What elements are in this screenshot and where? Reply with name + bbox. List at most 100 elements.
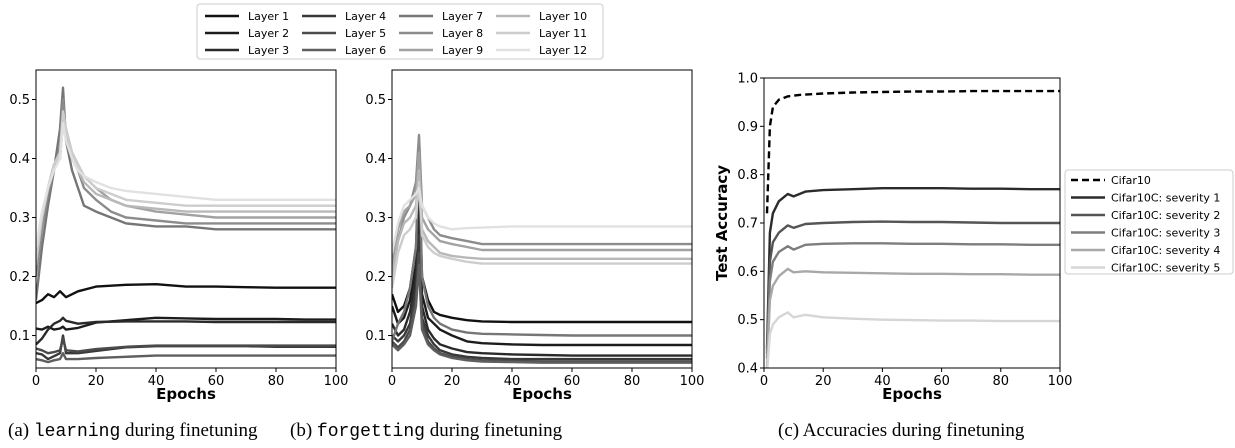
- y-tick-label: 0.3: [365, 211, 386, 226]
- legend-label: Layer 11: [539, 27, 587, 40]
- series-line-layer-6: [392, 263, 692, 364]
- y-tick-label: 0.4: [9, 152, 30, 167]
- series-line-cifar10c-severity-5: [766, 311, 1060, 368]
- legend-label: Cifar10C: severity 4: [1111, 244, 1220, 257]
- x-tick-label: 0: [388, 374, 396, 389]
- legend-frame: [1064, 169, 1234, 275]
- series-line-layer-11: [392, 180, 692, 289]
- x-tick-label: 100: [680, 374, 705, 389]
- legend-label: Layer 9: [442, 44, 483, 57]
- caption-a-text: during finetuning: [125, 420, 258, 441]
- legend-label: Cifar10C: severity 2: [1111, 209, 1220, 222]
- caption-b: (b) forgetting during finetuning: [290, 420, 562, 442]
- legend-frame: [196, 3, 604, 60]
- legend-label: Layer 12: [539, 44, 587, 57]
- x-tick-label: 80: [268, 374, 285, 389]
- series-line-layer-3: [36, 316, 336, 346]
- x-tick-label: 100: [1048, 374, 1073, 389]
- axes-frame: [391, 69, 693, 369]
- x-tick-label: 20: [444, 374, 461, 389]
- series-line-cifar10c-severity-1: [765, 187, 1060, 349]
- y-tick-label: 0.3: [9, 211, 30, 226]
- legend-label: Layer 6: [345, 44, 386, 57]
- x-tick-label: 80: [993, 374, 1010, 389]
- series-line-cifar10c-severity-3: [765, 242, 1060, 359]
- x-axis-label: Epochs: [882, 385, 942, 403]
- x-tick-label: 80: [624, 374, 641, 389]
- axes-frame: [35, 69, 337, 369]
- y-tick-label: 0.2: [365, 270, 386, 285]
- caption-c-text: Accuracies during finetuning: [802, 420, 1025, 441]
- series-line-layer-7: [36, 86, 336, 301]
- caption-c-label: (c): [778, 420, 800, 441]
- y-axis-label: Test Accuracy: [713, 165, 731, 281]
- legend-label: Layer 5: [345, 27, 386, 40]
- caption-a-label: (a): [8, 420, 30, 441]
- x-tick-label: 0: [32, 374, 40, 389]
- x-tick-label: 0: [760, 374, 768, 389]
- x-axis-label: Epochs: [156, 385, 216, 403]
- legend-label: Cifar10C: severity 3: [1111, 227, 1220, 240]
- plot-accuracies: 0 20 40 60 80 100 0.4 0.5 0.6 0.7 0.8 0.9 1.0 Epochs T…: [713, 72, 1072, 404]
- series-line-layer-12: [392, 186, 692, 254]
- series-line-cifar10c-severity-2: [765, 220, 1060, 354]
- series-line-layer-2: [392, 198, 692, 347]
- series-line-layer-9: [36, 116, 336, 265]
- plot-learning: 0 20 40 60 80 100 0.1 0.2 0.3 0.4 0.5 Epochs: [9, 69, 349, 403]
- y-tick-label: 0.5: [9, 93, 30, 108]
- x-tick-label: 60: [933, 374, 950, 389]
- series-line-layer-8: [36, 98, 336, 277]
- legend-label: Layer 10: [539, 10, 587, 23]
- x-tick-label: 40: [148, 374, 165, 389]
- x-tick-label: 20: [815, 374, 832, 389]
- series-line-layer-5: [36, 337, 336, 355]
- y-tick-label: 0.4: [737, 362, 758, 377]
- legend-label: Layer 1: [248, 10, 289, 23]
- layer-legend: Layer 1 Layer 2 Layer 3 Layer 4 Layer 5 Layer…: [196, 3, 604, 60]
- y-tick-label: 0.1: [9, 329, 30, 344]
- y-tick-label: 0.1: [365, 329, 386, 344]
- caption-a-code: learning: [33, 422, 121, 442]
- series-line-layer-7: [392, 145, 692, 342]
- series-line-layer-12: [36, 121, 336, 248]
- legend-label: Cifar10C: severity 1: [1111, 192, 1220, 205]
- caption-c: (c) Accuracies during finetuning: [778, 420, 1024, 442]
- x-tick-label: 100: [324, 374, 349, 389]
- legend-label: Cifar10: [1111, 174, 1151, 187]
- y-tick-label: 0.4: [365, 152, 386, 167]
- series-line-layer-3: [392, 216, 692, 357]
- caption-a: (a) learning during finetuning: [8, 420, 257, 442]
- series-line-cifar10: [765, 89, 1060, 214]
- y-tick-label: 0.8: [737, 168, 758, 183]
- series-line-layer-6: [36, 352, 336, 364]
- series-line-layer-11: [36, 110, 336, 259]
- x-axis-label: Epochs: [512, 385, 572, 403]
- legend-label: Layer 3: [248, 44, 289, 57]
- y-tick-label: 0.2: [9, 270, 30, 285]
- y-tick-label: 0.5: [365, 93, 386, 108]
- x-tick-label: 20: [88, 374, 105, 389]
- y-tick-label: 0.5: [737, 313, 758, 328]
- plot-forgetting: 0 20 40 60 80 100 0.1 0.2 0.3 0.4 0.5 Epochs: [365, 69, 705, 403]
- legend-label: Layer 2: [248, 27, 289, 40]
- y-tick-label: 1.0: [737, 72, 758, 87]
- series-line-layer-9: [392, 151, 692, 265]
- caption-b-label: (b): [290, 420, 313, 441]
- series-line-layer-4: [392, 234, 692, 361]
- series-line-layer-10: [392, 169, 692, 277]
- x-tick-label: 40: [504, 374, 521, 389]
- x-tick-label: 40: [874, 374, 891, 389]
- legend-label: Layer 7: [442, 10, 483, 23]
- legend-label: Cifar10C: severity 5: [1111, 262, 1220, 275]
- series-lines: [392, 133, 692, 364]
- x-tick-label: 60: [564, 374, 581, 389]
- accuracy-legend: Cifar10 Cifar10C: severity 1 Cifar10C: sev…: [1064, 169, 1234, 275]
- x-tick-label: 60: [208, 374, 225, 389]
- y-tick-label: 0.7: [737, 217, 758, 232]
- series-lines: [36, 86, 336, 364]
- caption-b-code: forgetting: [316, 422, 425, 442]
- series-lines: [765, 89, 1060, 368]
- legend-label: Layer 8: [442, 27, 483, 40]
- caption-b-text: during finetuning: [429, 420, 563, 441]
